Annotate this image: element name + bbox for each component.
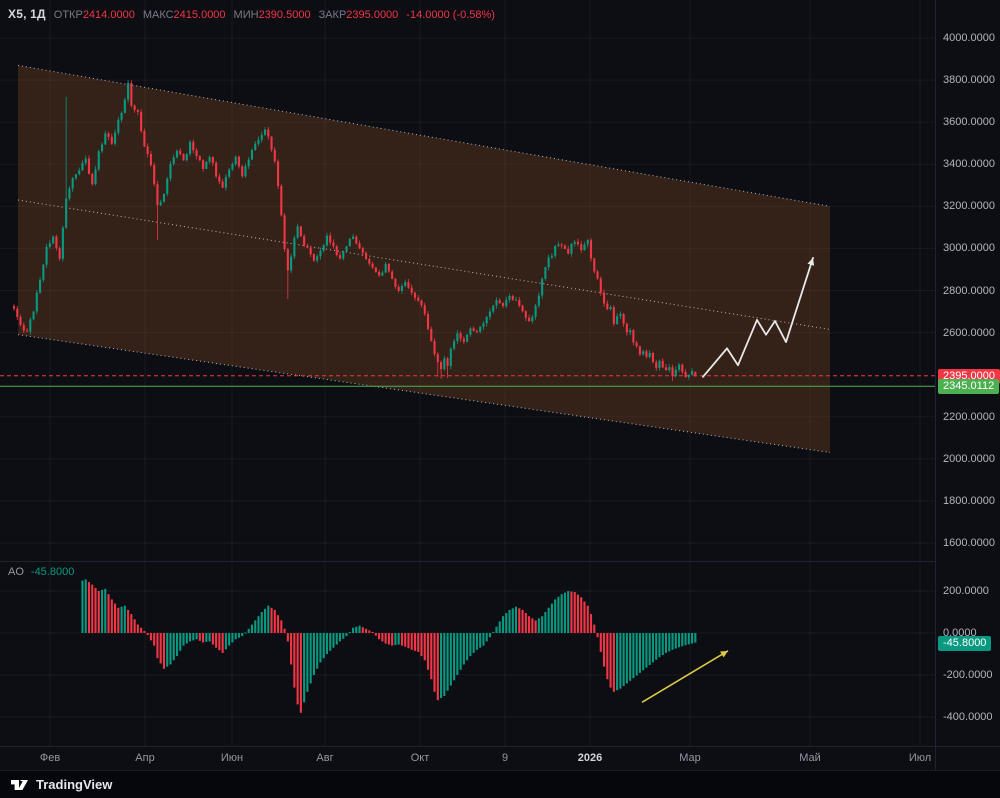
ao-trend-arrow[interactable] bbox=[641, 650, 729, 703]
price-axis-label: 2800.0000 bbox=[943, 284, 995, 297]
time-axis-label: Май bbox=[799, 752, 821, 764]
ao-axis-label: -400.0000 bbox=[943, 711, 993, 723]
close-label: ЗАКР bbox=[318, 9, 347, 21]
high-value: 2415.0000 bbox=[173, 9, 226, 21]
low-label: МИН bbox=[233, 9, 259, 21]
chart-canvas[interactable] bbox=[0, 0, 935, 746]
price-axis-label: 3000.0000 bbox=[943, 242, 995, 255]
price-line-badge: 2345.0112 bbox=[938, 379, 1000, 395]
symbol-title[interactable]: X5, 1Д bbox=[8, 7, 46, 21]
time-axis-label: Июл bbox=[908, 752, 932, 764]
price-axis-label: 4000.0000 bbox=[943, 32, 995, 44]
tradingview-logo-icon bbox=[11, 779, 28, 790]
price-axis-label: 1800.0000 bbox=[943, 494, 995, 507]
time-axis-label: Июн bbox=[220, 752, 244, 764]
ao-axis-label: -200.0000 bbox=[943, 669, 993, 681]
symbol-legend[interactable]: X5, 1Д ОТКР 2414.0000 МАКС 2415.0000 МИН 23… bbox=[8, 7, 495, 21]
tradingview-brand-text: TradingView bbox=[36, 777, 113, 792]
low-value: 2390.5000 bbox=[258, 9, 311, 21]
projection-arrow[interactable] bbox=[702, 256, 815, 378]
time-axis-label: Мар bbox=[679, 752, 701, 764]
time-axis-label: Апр bbox=[135, 752, 155, 764]
ao-indicator-legend[interactable]: AO -45.8000 bbox=[8, 566, 74, 578]
price-axis-label: 3400.0000 bbox=[943, 158, 995, 171]
ao-axis-label: 200.0000 bbox=[943, 585, 989, 597]
price-axis-label: 2200.0000 bbox=[943, 410, 995, 423]
ao-value-badge: -45.8000 bbox=[938, 635, 992, 651]
price-axis[interactable]: 4000.0000 3800.0000 3600.0000 3400.0000 3200… bbox=[935, 0, 1000, 770]
close-value: 2395.0000 bbox=[346, 9, 399, 21]
price-axis-label: 3200.0000 bbox=[943, 200, 995, 213]
descending-channel[interactable] bbox=[17, 64, 831, 454]
high-label: МАКС bbox=[142, 9, 174, 21]
candlestick-series bbox=[12, 80, 697, 381]
price-axis-label: 2600.0000 bbox=[943, 326, 995, 339]
open-label: ОТКР bbox=[53, 9, 83, 21]
time-axis[interactable]: Фев Апр Июн Авг Окт 9 2026 Мар Май Июл bbox=[0, 746, 1000, 770]
ao-title: AO bbox=[8, 566, 24, 578]
time-axis-label: Окт bbox=[410, 752, 430, 764]
change-value: -14.0000 (-0.58%) bbox=[406, 9, 495, 21]
time-axis-label: Авг bbox=[316, 752, 334, 764]
ao-histogram bbox=[81, 579, 697, 713]
price-axis-label: 2000.0000 bbox=[943, 452, 995, 465]
footer-bar: TradingView bbox=[0, 770, 1000, 798]
ao-value: -45.8000 bbox=[30, 566, 75, 578]
tradingview-logo[interactable]: TradingView bbox=[10, 777, 112, 793]
price-lines bbox=[0, 375, 935, 387]
price-axis-label: 3600.0000 bbox=[943, 116, 995, 129]
open-value: 2414.0000 bbox=[82, 9, 135, 21]
price-axis-label: 1600.0000 bbox=[943, 537, 995, 549]
price-axis-label: 3800.0000 bbox=[943, 74, 995, 87]
pane-separator[interactable] bbox=[0, 561, 935, 562]
time-axis-label: Фев bbox=[39, 752, 61, 764]
time-axis-label: 2026 bbox=[577, 752, 603, 764]
time-axis-label: 9 bbox=[501, 752, 509, 764]
